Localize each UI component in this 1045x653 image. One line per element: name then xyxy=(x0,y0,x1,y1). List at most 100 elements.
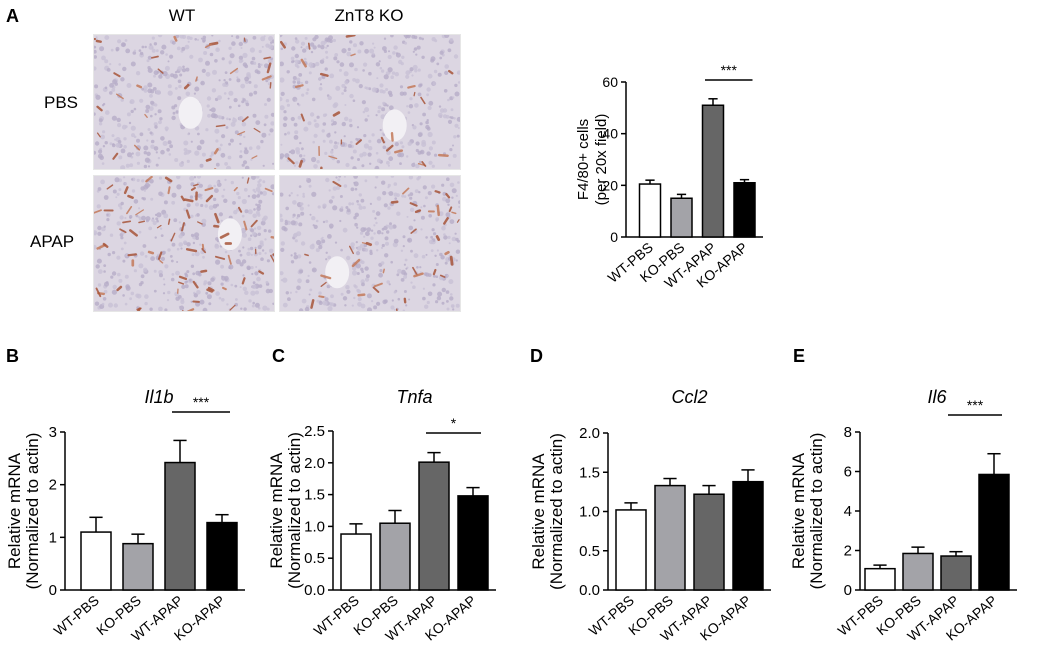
y-axis-label: (Normalized to actin) xyxy=(285,432,304,589)
tissue-nucleus xyxy=(425,253,428,256)
tissue-nucleus xyxy=(199,243,202,246)
tissue-nucleus xyxy=(369,202,372,205)
tissue-stain xyxy=(170,232,176,242)
tissue-nucleus xyxy=(138,282,143,287)
tissue-nucleus xyxy=(458,205,460,209)
tissue-stain xyxy=(361,242,367,245)
y-axis-label: (Normalized to actin) xyxy=(547,433,566,590)
tissue-stain xyxy=(187,308,195,311)
tissue-nucleus xyxy=(156,70,160,74)
tissue-nucleus xyxy=(376,301,381,306)
tissue-nucleus xyxy=(211,88,217,93)
tissue-nucleus xyxy=(336,185,341,190)
tissue-nucleus xyxy=(382,46,387,51)
tissue-nucleus xyxy=(282,122,287,128)
tissue-nucleus xyxy=(228,142,232,146)
tissue-nucleus xyxy=(176,261,179,263)
tissue-nucleus xyxy=(162,250,166,255)
tissue-nucleus xyxy=(408,225,414,231)
tissue-nucleus xyxy=(261,249,265,252)
tissue-nucleus xyxy=(238,249,241,253)
tissue-nucleus xyxy=(264,103,267,106)
tissue-nucleus xyxy=(268,133,271,136)
tissue-nucleus xyxy=(397,152,402,158)
tissue-nucleus xyxy=(430,56,436,62)
tissue-nucleus xyxy=(178,242,183,247)
tissue-nucleus xyxy=(346,208,351,213)
tissue-nucleus xyxy=(360,303,366,309)
tissue-nucleus xyxy=(120,247,124,251)
tissue-stain xyxy=(178,281,185,285)
tissue-stain xyxy=(355,139,362,145)
tissue-stain xyxy=(200,269,208,273)
tissue-nucleus xyxy=(326,44,329,48)
tissue-nucleus xyxy=(152,87,157,91)
tissue-nucleus xyxy=(348,118,353,123)
tissue-nucleus xyxy=(316,115,320,119)
tissue-nucleus xyxy=(195,236,199,240)
tissue-nucleus xyxy=(160,50,165,55)
tissue-nucleus xyxy=(311,243,315,247)
tissue-nucleus xyxy=(272,302,274,305)
tissue-stain xyxy=(106,184,114,190)
tissue-nucleus xyxy=(146,59,150,63)
tissue-nucleus xyxy=(388,283,391,286)
tissue-nucleus xyxy=(424,196,428,200)
tissue-nucleus xyxy=(349,123,353,128)
tissue-nucleus xyxy=(303,57,307,61)
tissue-nucleus xyxy=(304,306,310,311)
tissue-nucleus xyxy=(196,290,201,295)
tissue-nucleus xyxy=(332,38,336,43)
tissue-nucleus xyxy=(447,48,452,53)
tissue-nucleus xyxy=(351,304,354,307)
tissue-nucleus xyxy=(130,125,136,131)
tissue-nucleus xyxy=(154,125,158,129)
tissue-nucleus xyxy=(450,116,454,120)
tissue-nucleus xyxy=(403,195,407,198)
tissue-nucleus xyxy=(141,179,145,183)
tissue-nucleus xyxy=(292,80,296,84)
bar-wt-apap xyxy=(940,555,972,591)
y-tick-label: 0.0 xyxy=(579,582,600,599)
tissue-stain xyxy=(448,69,454,75)
tissue-nucleus xyxy=(184,44,190,50)
tissue-nucleus xyxy=(175,110,179,114)
tissue-nucleus xyxy=(109,83,114,88)
tissue-nucleus xyxy=(106,68,111,72)
tissue-stain xyxy=(280,40,286,49)
tissue-nucleus xyxy=(341,83,346,88)
tissue-stain xyxy=(156,224,162,229)
tissue-nucleus xyxy=(184,272,188,276)
tissue-nucleus xyxy=(135,71,141,76)
tissue-nucleus xyxy=(120,98,124,102)
micrograph-col-label-wt: WT xyxy=(168,6,196,25)
tissue-nucleus xyxy=(339,68,342,72)
tissue-nucleus xyxy=(381,232,384,235)
tissue-stain xyxy=(159,259,164,264)
tissue-stain xyxy=(320,274,332,280)
tissue-nucleus xyxy=(203,280,208,285)
bar-ko-apap xyxy=(206,521,238,591)
tissue-nucleus xyxy=(95,36,98,39)
tissue-nucleus xyxy=(188,278,192,282)
tissue-nucleus xyxy=(130,291,135,296)
tissue-stain xyxy=(421,161,427,167)
tissue-nucleus xyxy=(186,35,191,40)
tissue-nucleus xyxy=(178,221,181,224)
tissue-nucleus xyxy=(147,55,152,60)
tissue-nucleus xyxy=(235,298,238,301)
tissue-nucleus xyxy=(242,246,245,249)
tissue-nucleus xyxy=(248,146,253,150)
tissue-nucleus xyxy=(298,222,303,227)
tissue-nucleus xyxy=(119,206,123,210)
tissue-nucleus xyxy=(226,303,229,306)
tissue-nucleus xyxy=(223,92,227,95)
tissue-nucleus xyxy=(290,192,293,195)
tissue-nucleus xyxy=(228,46,232,50)
tissue-nucleus xyxy=(319,59,325,64)
tissue-nucleus xyxy=(327,95,332,101)
tissue-nucleus xyxy=(355,241,358,244)
tissue-nucleus xyxy=(257,63,261,66)
tissue-nucleus xyxy=(151,46,154,50)
tissue-nucleus xyxy=(150,100,155,105)
